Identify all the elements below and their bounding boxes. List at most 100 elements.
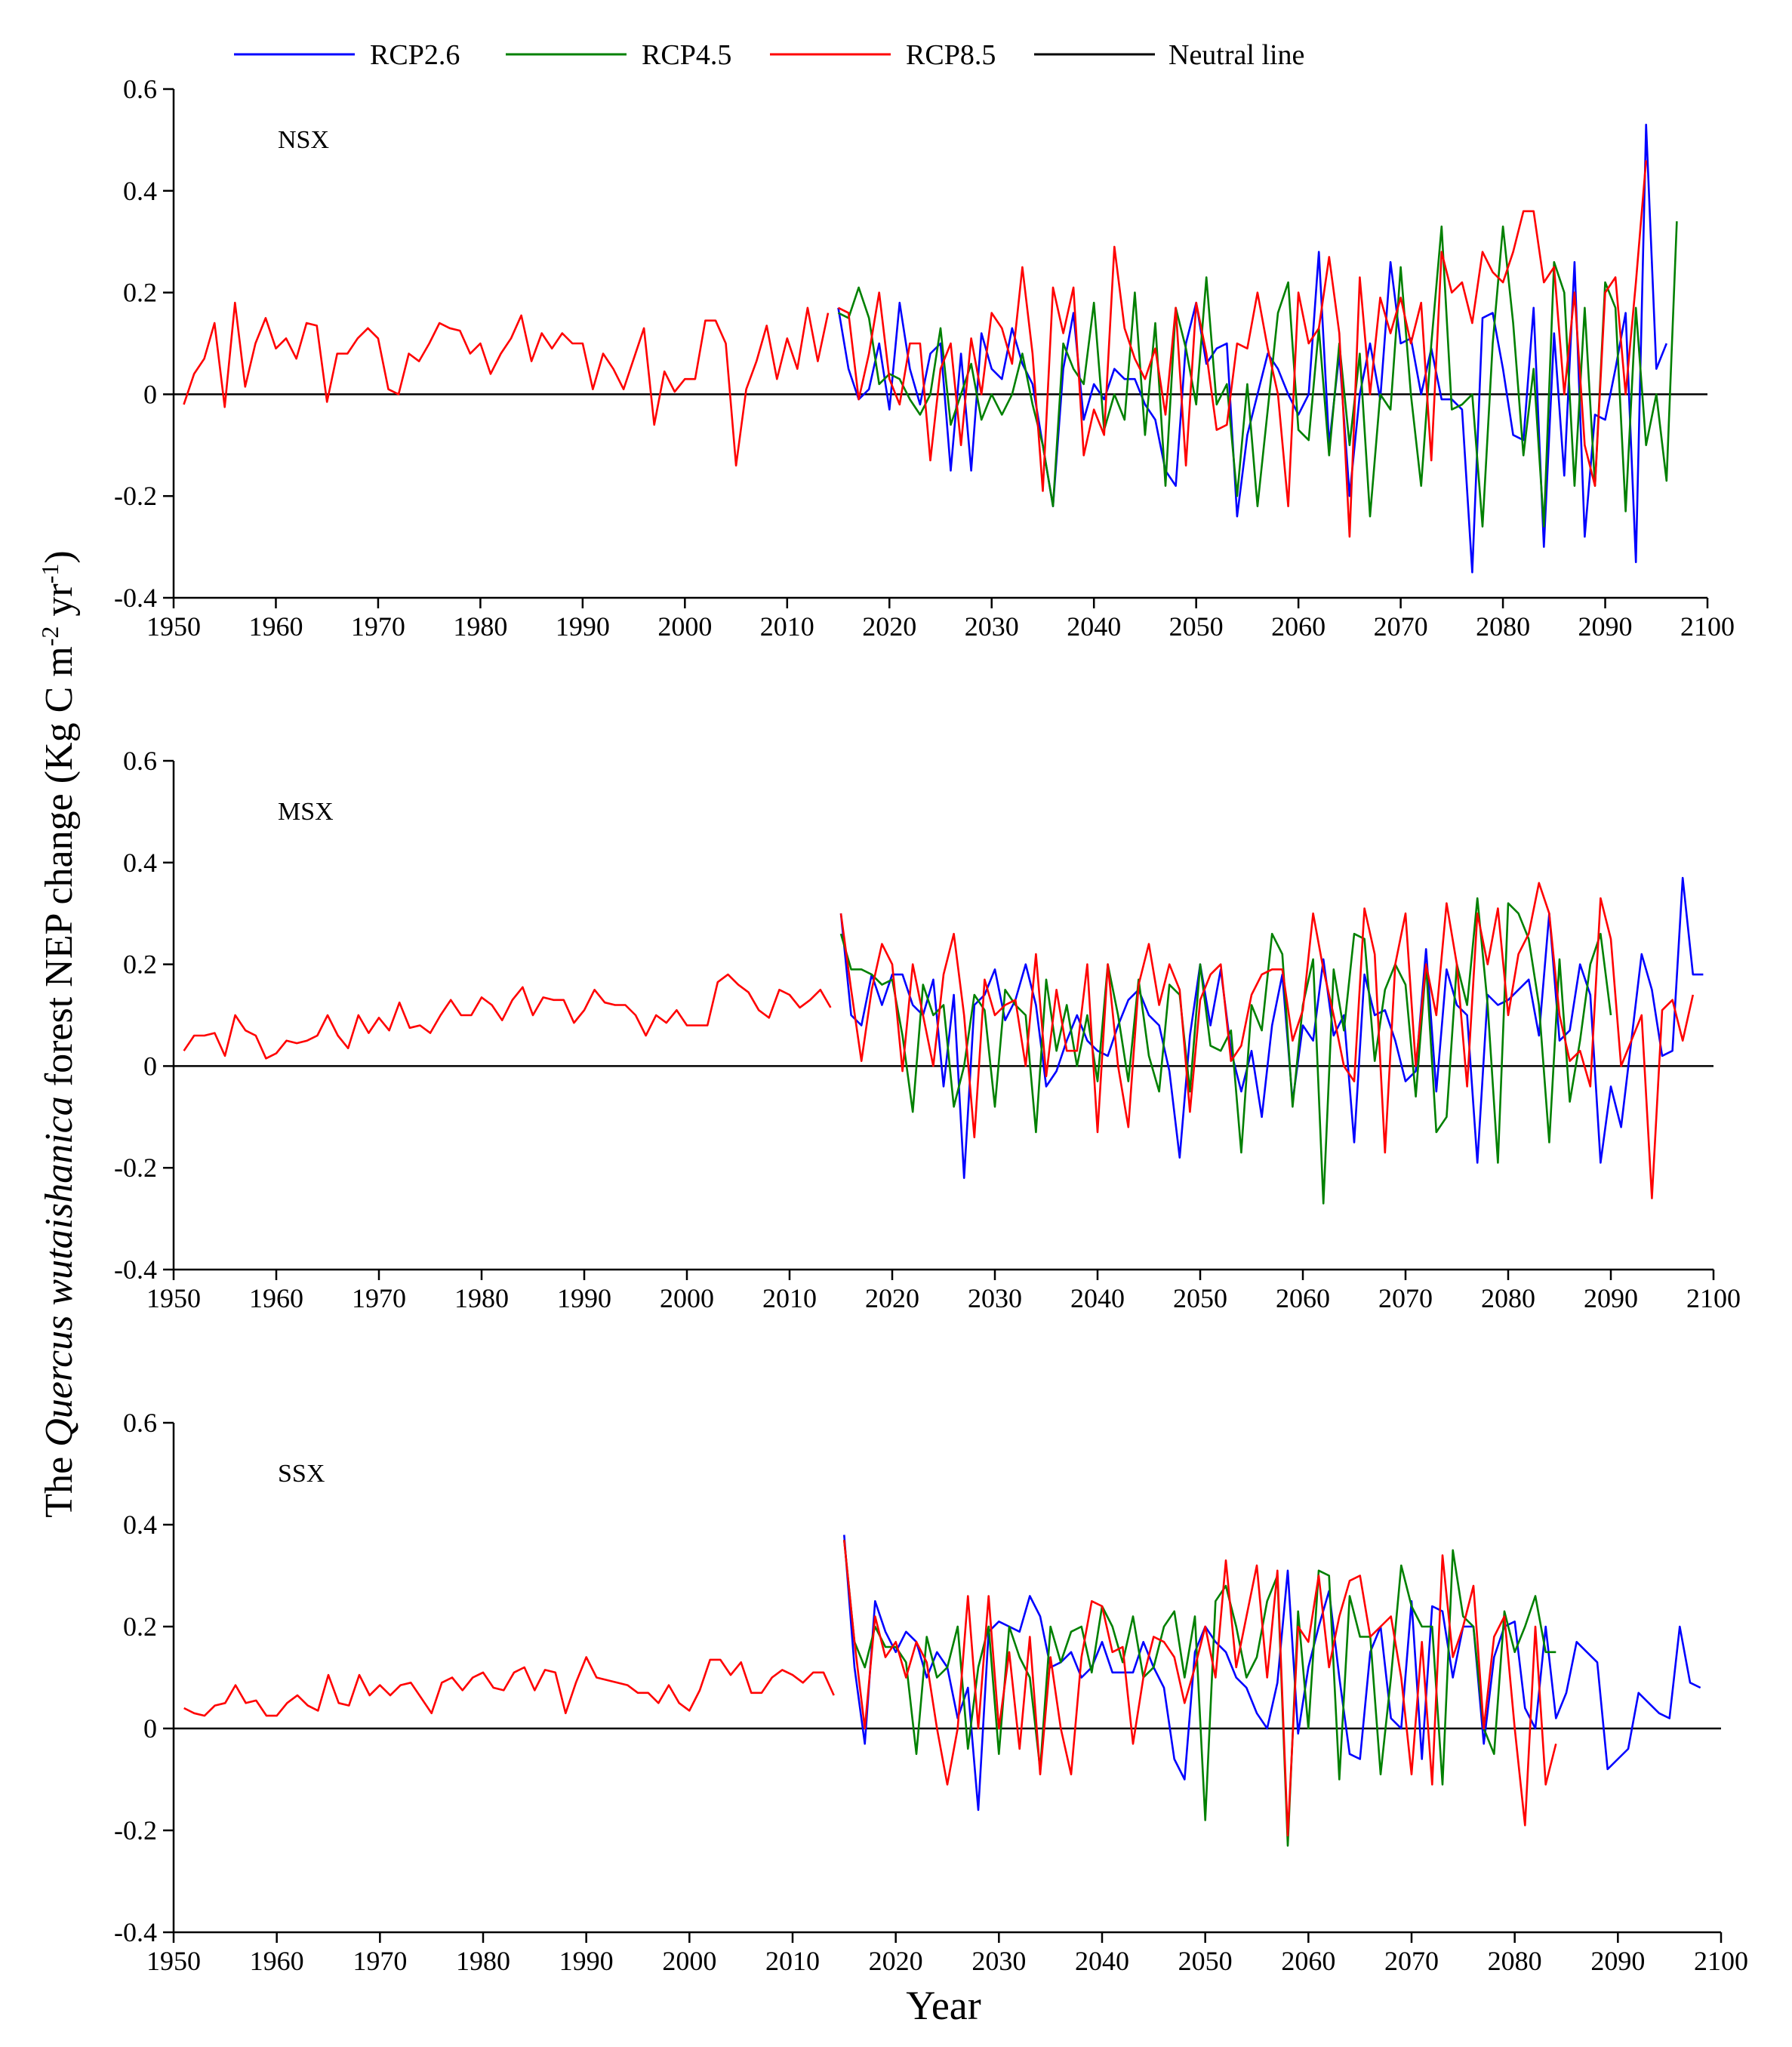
x-tick-label: 2080 xyxy=(1476,611,1530,642)
x-tick-label: 2100 xyxy=(1686,1283,1741,1313)
legend: RCP2.6 RCP4.5 RCP8.5 Neutral line xyxy=(234,39,1304,71)
y-tick-label: -0.4 xyxy=(114,583,157,613)
legend-label-rcp26: RCP2.6 xyxy=(370,39,460,71)
x-tick-label: 1990 xyxy=(557,1283,611,1313)
x-tick-label: 2060 xyxy=(1276,1283,1330,1313)
y-axis-label-sup2: -1 xyxy=(36,564,63,584)
y-tick-label: 0.6 xyxy=(123,746,157,776)
panel-label-msx: MSX xyxy=(278,798,334,826)
y-axis-label: The Quercus wutaishanica forest NEP chan… xyxy=(36,550,81,1517)
x-tick-label: 2000 xyxy=(660,1283,714,1313)
x-tick-label: 2000 xyxy=(657,611,712,642)
y-axis-label-sup1: -2 xyxy=(36,626,63,647)
y-tick-label: 0.6 xyxy=(123,74,157,104)
x-tick-label: 2090 xyxy=(1578,611,1633,642)
series-line-rcp85 xyxy=(837,160,1647,538)
y-tick-label: 0.4 xyxy=(123,848,157,878)
series-line-historical xyxy=(183,1656,835,1717)
y-axis-label-middle: forest NEP change (Kg C m xyxy=(38,646,81,1096)
x-tick-label: 2090 xyxy=(1584,1283,1638,1313)
x-tick-label: 2070 xyxy=(1374,611,1428,642)
panels: -0.4 -0.2 0 0.2 0.4 0.6 1950 1960 1970 1980 1990 20… xyxy=(114,74,1748,1976)
x-tick-label: 1960 xyxy=(250,1946,304,1976)
x-tick-label: 2080 xyxy=(1488,1946,1542,1976)
x-tick-label: 2060 xyxy=(1281,1946,1335,1976)
x-tick-label: 1980 xyxy=(456,1946,510,1976)
x-tick-label: 1980 xyxy=(454,1283,509,1313)
series-line-historical xyxy=(183,973,832,1060)
series-line-rcp45 xyxy=(837,221,1678,528)
x-tick-label: 2060 xyxy=(1271,611,1326,642)
x-tick-label: 1990 xyxy=(556,611,610,642)
x-tick-label: 1960 xyxy=(248,611,303,642)
x-tick-label: 2030 xyxy=(965,611,1019,642)
x-tick-label: 2100 xyxy=(1680,611,1735,642)
series-line-rcp26 xyxy=(843,1534,1701,1812)
x-tick-label: 2090 xyxy=(1590,1946,1645,1976)
y-axis-label-species: Quercus wutaishanica xyxy=(38,1096,81,1447)
x-tick-label: 2030 xyxy=(968,1283,1022,1313)
x-tick-label: 2050 xyxy=(1178,1946,1233,1976)
x-axis-label: Year xyxy=(906,1983,981,2028)
x-tick-label: 2000 xyxy=(662,1946,716,1976)
x-tick-label: 2040 xyxy=(1070,1283,1125,1313)
y-axis-label-prefix: The xyxy=(38,1447,81,1518)
x-tick-label: 2020 xyxy=(862,611,916,642)
x-tick-label: 2070 xyxy=(1384,1946,1439,1976)
series-line-rcp85 xyxy=(839,882,1695,1199)
y-axis-label-suffix: ) xyxy=(38,550,81,563)
y-tick-label: -0.4 xyxy=(114,1254,157,1285)
y-axis-label-unit: yr xyxy=(38,583,81,626)
y-tick-label: 0.2 xyxy=(123,278,157,308)
y-tick-label: 0.6 xyxy=(123,1408,157,1438)
series-line-rcp45 xyxy=(839,897,1612,1205)
y-tick-label: -0.4 xyxy=(114,1917,157,1947)
x-tick-label: 1950 xyxy=(146,1283,201,1313)
series-line-rcp45 xyxy=(843,1540,1556,1847)
legend-label-neutral: Neutral line xyxy=(1168,39,1304,71)
x-tick-label: 2020 xyxy=(865,1283,919,1313)
y-tick-label: 0.2 xyxy=(123,1611,157,1642)
x-tick-label: 2070 xyxy=(1378,1283,1433,1313)
y-tick-label: 0 xyxy=(143,1051,157,1081)
x-tick-label: 2040 xyxy=(1067,611,1121,642)
panel-label-ssx: SSX xyxy=(278,1460,325,1488)
y-tick-label: 0.4 xyxy=(123,176,157,206)
panel-msx: -0.4 -0.2 0 0.2 0.4 0.6 1950 1960 1970 1980 1990 20… xyxy=(114,746,1741,1313)
x-tick-label: 1960 xyxy=(249,1283,303,1313)
x-tick-label: 2010 xyxy=(765,1946,820,1976)
y-tick-label: 0 xyxy=(143,379,157,409)
y-tick-label: -0.2 xyxy=(114,1815,157,1845)
panel-nsx: -0.4 -0.2 0 0.2 0.4 0.6 1950 1960 1970 1980 1990 20… xyxy=(114,74,1735,642)
x-tick-label: 1970 xyxy=(352,1283,406,1313)
y-tick-label: 0.2 xyxy=(123,950,157,980)
x-tick-label: 1980 xyxy=(453,611,507,642)
x-tick-label: 2010 xyxy=(762,1283,817,1313)
series-line-rcp26 xyxy=(837,123,1668,574)
x-tick-label: 1990 xyxy=(559,1946,614,1976)
x-tick-label: 1970 xyxy=(353,1946,407,1976)
y-tick-label: -0.2 xyxy=(114,481,157,511)
x-tick-label: 1970 xyxy=(351,611,405,642)
x-tick-label: 2020 xyxy=(869,1946,923,1976)
panel-label-nsx: NSX xyxy=(278,126,329,154)
legend-label-rcp85: RCP8.5 xyxy=(906,39,996,71)
y-tick-label: -0.2 xyxy=(114,1153,157,1183)
x-tick-label: 2080 xyxy=(1481,1283,1535,1313)
y-tick-label: 0.4 xyxy=(123,1510,157,1540)
series-line-rcp26 xyxy=(839,876,1704,1179)
legend-label-rcp45: RCP4.5 xyxy=(642,39,731,71)
x-tick-label: 2050 xyxy=(1173,1283,1227,1313)
x-tick-label: 2050 xyxy=(1169,611,1224,642)
series-line-historical xyxy=(183,301,830,467)
panel-ssx: -0.4 -0.2 0 0.2 0.4 0.6 1950 1960 1970 1980 1990 20… xyxy=(114,1408,1748,1976)
x-tick-label: 2040 xyxy=(1075,1946,1129,1976)
x-tick-label: 2100 xyxy=(1694,1946,1748,1976)
x-tick-label: 1950 xyxy=(146,1946,201,1976)
y-tick-label: 0 xyxy=(143,1713,157,1744)
x-tick-label: 2030 xyxy=(971,1946,1026,1976)
x-tick-label: 2010 xyxy=(760,611,814,642)
x-tick-label: 1950 xyxy=(146,611,201,642)
series-line-rcp85 xyxy=(843,1540,1557,1837)
